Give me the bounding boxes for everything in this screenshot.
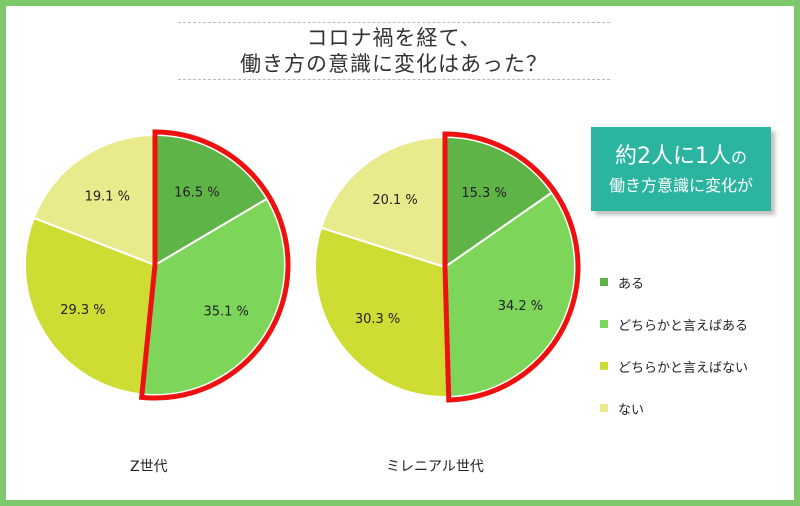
- title-line-2: 働き方の意識に変化はあった？: [240, 52, 548, 76]
- chart-title: コロナ禍を経て、 働き方の意識に変化はあった？: [178, 22, 610, 80]
- pie-0-slice-1: [140, 197, 286, 396]
- legend-label: どちらかと言えばない: [618, 360, 749, 376]
- pie-0-label-2: 29.3 %: [60, 303, 105, 318]
- pie-1-slice-3: [319, 135, 446, 269]
- pie-0-slice-0: [154, 133, 269, 267]
- callout-line-2: 働き方意識に変化が: [608, 176, 753, 195]
- pie-1-label-1: 34.2 %: [498, 299, 543, 314]
- pie-0-slice-2: [24, 216, 157, 396]
- legend-swatch-nai: [600, 404, 608, 412]
- legend-item-nai: ない: [600, 398, 748, 418]
- title-line-1: コロナ禍を経て、: [306, 26, 482, 50]
- caption-z-generation: Z世代: [130, 459, 168, 475]
- pie-0-highlight-outline: [138, 129, 291, 401]
- pie-1-slice-1: [443, 191, 576, 398]
- legend-label: ない: [618, 402, 645, 418]
- pie-0-slice-3: [32, 133, 156, 267]
- callout-particle: の: [730, 148, 747, 167]
- callout-main-text: 約2人に1人: [614, 144, 731, 169]
- pie-0-label-3: 19.1 %: [85, 189, 130, 204]
- pie-1-slice-2: [314, 226, 450, 398]
- pie-0-label-1: 35.1 %: [203, 305, 248, 320]
- caption-millennial-generation: ミレニアル世代: [386, 459, 484, 475]
- callout-box: 約2人に1人の 働き方意識に変化が: [591, 127, 771, 211]
- pie-1-label-3: 20.1 %: [372, 193, 417, 208]
- legend-swatch-dochiraka-nai: [600, 362, 608, 370]
- callout-line-1: 約2人に1人の: [591, 143, 771, 172]
- pie-0-label-0: 16.5 %: [174, 186, 219, 201]
- legend-item-dochiraka-nai: どちらかと言えばない: [600, 356, 748, 376]
- legend-swatch-dochiraka-aru: [600, 320, 608, 328]
- pie-1-highlight-outline: [442, 131, 581, 403]
- pie-1-slice-0: [444, 135, 554, 269]
- legend-item-dochiraka-aru: どちらかと言えばある: [600, 314, 748, 334]
- pie-1-label-2: 30.3 %: [355, 312, 400, 327]
- pie-1-label-0: 15.3 %: [461, 186, 506, 201]
- legend: ある どちらかと言えばある どちらかと言えばない ない: [600, 272, 748, 440]
- legend-label: どちらかと言えばある: [618, 318, 749, 334]
- legend-swatch-aru: [600, 278, 608, 286]
- legend-label: ある: [618, 276, 645, 292]
- legend-item-aru: ある: [600, 272, 748, 292]
